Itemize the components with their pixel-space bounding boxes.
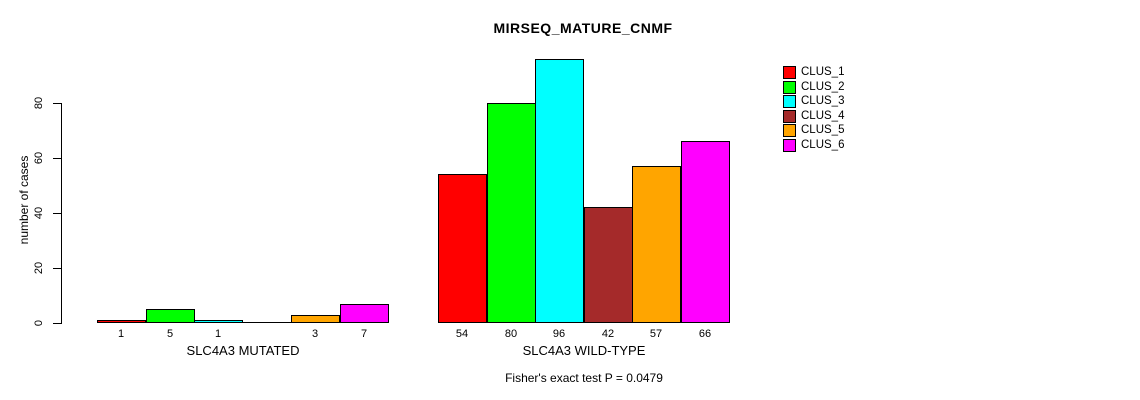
y-axis-line xyxy=(61,103,62,324)
group-label-1: SLC4A3 MUTATED xyxy=(186,343,300,358)
bar-value-label: 1 xyxy=(214,328,222,340)
bar-clus_5-group1 xyxy=(291,315,340,323)
bar-clus_4-group2 xyxy=(584,207,633,323)
legend-row-clus_5: CLUS_5 xyxy=(783,124,844,137)
bar-value-label: 42 xyxy=(601,328,615,340)
y-tick-60 xyxy=(53,158,61,159)
legend-label-clus_3: CLUS_3 xyxy=(801,95,845,107)
legend-swatch-clus_4 xyxy=(783,109,796,123)
bar-clus_3-group2 xyxy=(535,59,584,323)
y-tick-20 xyxy=(53,268,61,269)
bar-clus_4-group1 xyxy=(243,322,292,323)
y-tick-label-60: 60 xyxy=(33,151,45,165)
chart-title: MIRSEQ_MATURE_CNMF xyxy=(493,20,673,36)
legend-row-clus_2: CLUS_2 xyxy=(783,80,845,94)
bar-value-label: 57 xyxy=(649,328,663,340)
legend: CLUS_1 CLUS_2 CLUS_3 CLUS_4 CLUS_5 CLUS_6 xyxy=(783,66,844,153)
bar-value-label: 1 xyxy=(117,328,125,340)
legend-label-clus_5: CLUS_5 xyxy=(801,124,845,136)
bar-clus_1-group2 xyxy=(438,174,487,323)
legend-label-clus_6: CLUS_6 xyxy=(801,138,845,151)
bar-clus_2-group2 xyxy=(487,103,536,323)
bar-clus_6-group1 xyxy=(340,304,389,323)
bar-clus_6-group2 xyxy=(681,141,730,323)
y-tick-label-0: 0 xyxy=(33,319,45,327)
bar-clus_5-group2 xyxy=(632,166,681,323)
legend-swatch-clus_6 xyxy=(783,138,796,152)
legend-swatch-clus_1 xyxy=(783,66,796,79)
y-tick-label-80: 80 xyxy=(33,96,45,110)
legend-label-clus_2: CLUS_2 xyxy=(801,80,845,93)
legend-label-clus_1: CLUS_1 xyxy=(801,66,845,78)
bar-value-label: 5 xyxy=(166,328,174,340)
group-label-2: SLC4A3 WILD-TYPE xyxy=(522,343,646,358)
bar-value-label: 3 xyxy=(311,328,319,340)
bar-value-label: 66 xyxy=(698,328,712,340)
bar-clus_3-group1 xyxy=(194,320,243,323)
bar-clus_2-group1 xyxy=(146,309,195,323)
bar-value-label: 7 xyxy=(360,328,368,340)
bar-value-label: 96 xyxy=(552,328,566,340)
legend-row-clus_3: CLUS_3 xyxy=(783,95,844,108)
legend-label-clus_4: CLUS_4 xyxy=(801,109,845,122)
legend-swatch-clus_3 xyxy=(783,95,796,108)
y-tick-40 xyxy=(53,213,61,214)
y-tick-label-40: 40 xyxy=(33,206,45,220)
bar-value-label: 54 xyxy=(455,328,469,340)
y-tick-80 xyxy=(53,103,61,104)
y-tick-0 xyxy=(53,323,61,324)
legend-row-clus_6: CLUS_6 xyxy=(783,138,845,152)
legend-swatch-clus_5 xyxy=(783,124,796,137)
y-axis-label: number of cases xyxy=(17,155,31,245)
bar-value-label: 80 xyxy=(504,328,518,340)
fisher-test-annotation: Fisher's exact test P = 0.0479 xyxy=(505,371,663,385)
legend-swatch-clus_2 xyxy=(783,80,796,94)
y-tick-label-20: 20 xyxy=(33,261,45,275)
legend-row-clus_4: CLUS_4 xyxy=(783,109,845,123)
bar-clus_1-group1 xyxy=(97,320,146,323)
legend-row-clus_1: CLUS_1 xyxy=(783,66,844,79)
